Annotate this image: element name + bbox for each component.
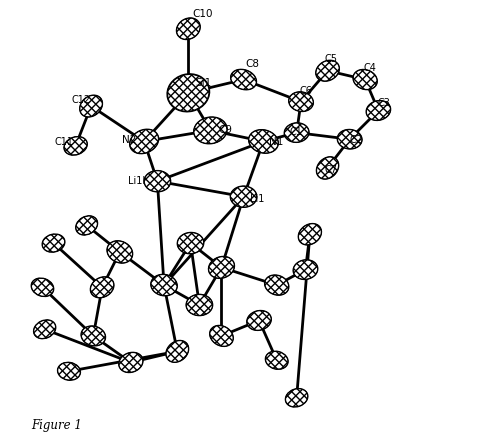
Text: Li1I: Li1I xyxy=(128,175,145,186)
Ellipse shape xyxy=(129,129,159,154)
Ellipse shape xyxy=(107,241,132,263)
Text: Figure 1: Figure 1 xyxy=(31,419,82,432)
Text: C11: C11 xyxy=(55,137,73,147)
Ellipse shape xyxy=(151,274,177,296)
Ellipse shape xyxy=(210,325,233,347)
Ellipse shape xyxy=(316,157,339,179)
Text: N2: N2 xyxy=(123,135,137,145)
Ellipse shape xyxy=(316,60,339,81)
Ellipse shape xyxy=(248,130,278,153)
Text: C10: C10 xyxy=(193,8,213,19)
Ellipse shape xyxy=(265,351,288,369)
Ellipse shape xyxy=(31,278,54,297)
Text: C7: C7 xyxy=(324,165,337,175)
Ellipse shape xyxy=(58,362,80,380)
Ellipse shape xyxy=(337,130,362,149)
Ellipse shape xyxy=(177,18,200,39)
Ellipse shape xyxy=(90,277,114,298)
Ellipse shape xyxy=(230,186,257,207)
Ellipse shape xyxy=(208,256,235,278)
Ellipse shape xyxy=(265,275,289,295)
Ellipse shape xyxy=(293,260,318,279)
Ellipse shape xyxy=(285,389,308,407)
Ellipse shape xyxy=(186,294,213,316)
Ellipse shape xyxy=(81,326,106,346)
Text: C6: C6 xyxy=(299,86,312,96)
Ellipse shape xyxy=(247,311,271,330)
Ellipse shape xyxy=(284,123,309,142)
Ellipse shape xyxy=(166,340,188,362)
Ellipse shape xyxy=(289,92,313,111)
Ellipse shape xyxy=(42,234,65,252)
Text: C2: C2 xyxy=(350,135,363,145)
Text: C12: C12 xyxy=(71,95,90,105)
Ellipse shape xyxy=(76,216,98,235)
Ellipse shape xyxy=(177,232,204,254)
Ellipse shape xyxy=(119,352,143,373)
Ellipse shape xyxy=(64,137,87,155)
Text: C4: C4 xyxy=(364,63,376,73)
Ellipse shape xyxy=(80,95,103,117)
Text: C1: C1 xyxy=(290,127,303,137)
Ellipse shape xyxy=(144,171,171,192)
Ellipse shape xyxy=(366,101,391,120)
Ellipse shape xyxy=(34,320,56,339)
Ellipse shape xyxy=(298,224,321,245)
Text: C5: C5 xyxy=(324,53,337,64)
Text: Si1: Si1 xyxy=(196,78,212,88)
Text: C3: C3 xyxy=(377,98,390,108)
Text: N1: N1 xyxy=(269,137,284,147)
Ellipse shape xyxy=(167,74,209,111)
Text: Li1: Li1 xyxy=(250,194,264,204)
Ellipse shape xyxy=(353,69,377,90)
Ellipse shape xyxy=(194,117,227,144)
Text: C8: C8 xyxy=(246,59,259,69)
Text: C9: C9 xyxy=(218,125,232,135)
Ellipse shape xyxy=(231,69,256,90)
